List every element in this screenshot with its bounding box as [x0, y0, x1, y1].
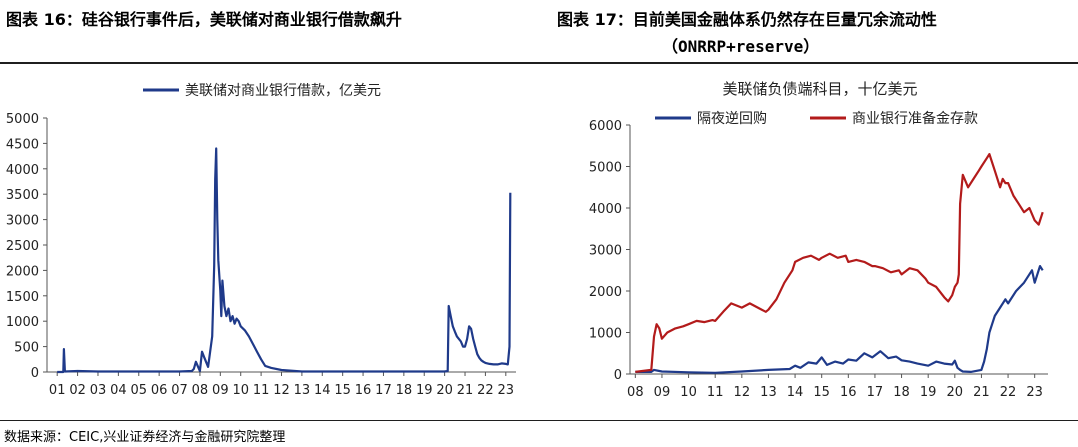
x-tick-label: 06 — [151, 383, 168, 398]
x-tick-label: 11 — [253, 383, 270, 398]
y-tick-label: 3500 — [6, 188, 39, 203]
left-figure-title: 图表 16：硅谷银行事件后，美联储对商业银行借款飙升 — [6, 10, 402, 29]
y-tick-label: 2000 — [589, 285, 622, 300]
x-tick-label: 16 — [355, 383, 372, 398]
y-tick-label: 4500 — [6, 137, 39, 152]
source-note: 数据来源：CEIC,兴业证券经济与金融研究院整理 — [4, 430, 286, 445]
x-tick-label: 14 — [314, 383, 331, 398]
x-tick-label: 19 — [416, 383, 433, 398]
y-tick-label: 0 — [31, 366, 39, 381]
x-tick-label: 19 — [920, 385, 937, 400]
x-tick-label: 03 — [90, 383, 107, 398]
right-chart: 0 1000 2000 3000 4000 5000 6000 08 09 10 11 12 13 14 1… — [589, 80, 1048, 400]
x-tick-label: 02 — [69, 383, 86, 398]
y-tick-label: 1000 — [6, 315, 39, 330]
right-figure-subtitle: （ONRRP+reserve） — [662, 37, 820, 56]
x-tick-label: 13 — [760, 385, 777, 400]
y-tick-label: 3000 — [6, 214, 39, 229]
series-line — [635, 265, 1044, 374]
left-chart: 0 500 1000 1500 2000 2500 3000 3500 4000 4500 5000… — [6, 83, 516, 398]
y-tick-label: 4000 — [6, 163, 39, 178]
y-tick-label: 4000 — [589, 202, 622, 217]
legend-label: 美联储对商业银行借款，亿美元 — [185, 83, 381, 99]
y-tick-label: 3000 — [589, 244, 622, 259]
x-tick-label: 21 — [457, 383, 474, 398]
y-tick-label: 2000 — [6, 264, 39, 279]
chart-title: 美联储负债端科目，十亿美元 — [722, 80, 917, 98]
x-tick-label: 23 — [498, 383, 515, 398]
y-tick-label: 1500 — [6, 290, 39, 305]
x-tick-label: 08 — [627, 385, 644, 400]
x-tick-label: 04 — [110, 383, 127, 398]
legend-label: 商业银行准备金存款 — [852, 110, 978, 127]
right-figure-title: 图表 17：目前美国金融体系仍然存在巨量冗余流动性 — [557, 10, 937, 29]
x-tick-label: 05 — [130, 383, 147, 398]
bottom-divider — [0, 420, 1078, 421]
x-tick-label: 01 — [49, 383, 66, 398]
x-tick-label: 15 — [334, 383, 351, 398]
legend-label: 隔夜逆回购 — [697, 111, 767, 127]
x-tick-label: 17 — [867, 385, 884, 400]
top-divider — [0, 62, 1078, 64]
series-line — [635, 152, 1044, 373]
y-tick-label: 2500 — [6, 239, 39, 254]
y-tick-label: 500 — [14, 341, 39, 356]
y-tick-label: 5000 — [589, 161, 622, 176]
x-tick-label: 11 — [707, 385, 724, 400]
x-tick-label: 08 — [192, 383, 209, 398]
y-tick-label: 1000 — [589, 327, 622, 342]
x-tick-label: 20 — [947, 385, 964, 400]
y-tick-label: 6000 — [589, 119, 622, 134]
x-tick-label: 12 — [734, 385, 751, 400]
x-tick-label: 15 — [813, 385, 830, 400]
x-tick-label: 14 — [787, 385, 804, 400]
x-tick-label: 09 — [654, 385, 671, 400]
x-tick-label: 21 — [973, 385, 990, 400]
series-line — [57, 147, 512, 374]
x-tick-label: 23 — [1026, 385, 1043, 400]
x-tick-label: 12 — [273, 383, 290, 398]
x-tick-label: 10 — [232, 383, 249, 398]
x-tick-label: 07 — [171, 383, 188, 398]
x-tick-label: 22 — [1000, 385, 1017, 400]
y-tick-label: 5000 — [6, 112, 39, 127]
x-tick-label: 18 — [893, 385, 910, 400]
x-tick-label: 18 — [396, 383, 413, 398]
x-tick-label: 20 — [436, 383, 453, 398]
x-tick-label: 10 — [680, 385, 697, 400]
x-tick-label: 13 — [294, 383, 311, 398]
x-tick-label: 16 — [840, 385, 857, 400]
x-tick-label: 09 — [212, 383, 229, 398]
x-tick-label: 22 — [477, 383, 494, 398]
y-tick-label: 0 — [614, 368, 622, 383]
x-tick-label: 17 — [375, 383, 392, 398]
